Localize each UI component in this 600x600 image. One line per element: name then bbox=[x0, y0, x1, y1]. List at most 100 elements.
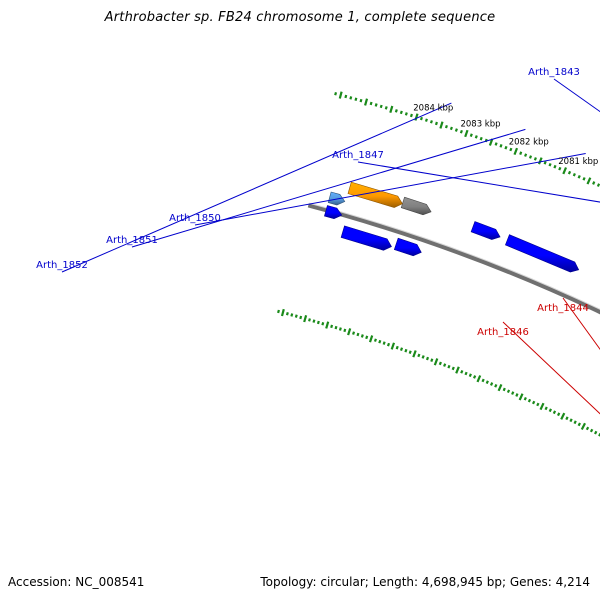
gene-labels[interactable]: Arth_1852 Arth_1851 Arth_1850 Arth_1847 Arth… bbox=[36, 67, 600, 507]
major-tick bbox=[455, 366, 460, 374]
minor-tick bbox=[394, 109, 398, 113]
gene-label[interactable]: Arth_1843 bbox=[528, 67, 580, 78]
gene-label[interactable]: Arth_1852 bbox=[36, 260, 88, 271]
major-tick bbox=[497, 383, 503, 392]
major-tick bbox=[560, 412, 566, 420]
minor-tick bbox=[543, 160, 547, 165]
minor-tick bbox=[499, 144, 503, 148]
gene-feature[interactable] bbox=[393, 237, 422, 257]
minor-tick bbox=[299, 315, 303, 320]
minor-tick bbox=[338, 327, 342, 331]
minor-tick bbox=[504, 145, 508, 150]
minor-tick bbox=[378, 339, 382, 344]
gene-label[interactable]: Arth_1851 bbox=[106, 235, 158, 246]
minor-tick bbox=[308, 318, 311, 322]
major-tick bbox=[464, 129, 469, 138]
minor-tick bbox=[594, 430, 598, 435]
minor-tick bbox=[519, 151, 523, 155]
major-tick bbox=[389, 105, 394, 114]
major-tick bbox=[476, 375, 482, 383]
gene-arth-1852[interactable] bbox=[400, 196, 432, 216]
gene-feature[interactable] bbox=[340, 225, 392, 251]
minor-tick bbox=[382, 341, 386, 345]
minor-tick bbox=[515, 393, 519, 397]
scale-label: 2081 kbp bbox=[558, 157, 598, 167]
minor-tick bbox=[290, 313, 294, 317]
minor-tick bbox=[312, 319, 316, 323]
scale-tick-labels: 2075 kbp2076 kbp2077 kbp2078 kbp2079 kbp… bbox=[413, 104, 598, 168]
minor-tick bbox=[417, 353, 421, 358]
minor-tick bbox=[572, 172, 576, 177]
minor-tick bbox=[577, 174, 581, 179]
minor-tick bbox=[459, 129, 463, 134]
major-tick bbox=[537, 157, 543, 165]
minor-tick bbox=[502, 387, 506, 392]
gene-label[interactable]: Arth_1847 bbox=[332, 150, 384, 161]
minor-tick bbox=[384, 106, 388, 110]
map-title: Arthrobacter sp. FB24 chromosome 1, comp… bbox=[104, 10, 496, 25]
major-tick bbox=[488, 138, 494, 146]
minor-tick bbox=[334, 92, 338, 96]
minor-tick bbox=[474, 135, 478, 139]
minor-tick bbox=[330, 324, 334, 329]
minor-tick bbox=[359, 98, 363, 103]
gene-label[interactable]: Arth_1850 bbox=[169, 213, 221, 224]
minor-tick bbox=[596, 183, 600, 187]
major-tick bbox=[513, 147, 519, 155]
gene-label[interactable]: Arth_1846 bbox=[477, 327, 529, 338]
minor-tick bbox=[527, 398, 532, 403]
major-tick bbox=[414, 113, 419, 121]
minor-tick bbox=[424, 118, 428, 122]
minor-tick bbox=[447, 364, 451, 369]
minor-tick bbox=[472, 375, 477, 379]
minor-tick bbox=[419, 116, 423, 121]
minor-tick bbox=[592, 181, 596, 185]
major-tick bbox=[539, 402, 545, 411]
minor-tick bbox=[589, 428, 594, 433]
minor-tick bbox=[485, 380, 489, 385]
minor-tick bbox=[523, 396, 527, 401]
minor-tick bbox=[532, 400, 536, 405]
minor-tick bbox=[425, 356, 430, 361]
minor-tick bbox=[430, 358, 434, 362]
minor-tick bbox=[352, 331, 356, 335]
minor-tick bbox=[585, 426, 590, 431]
label-leader-line bbox=[562, 297, 600, 351]
minor-tick bbox=[404, 348, 408, 353]
minor-tick bbox=[356, 332, 360, 337]
minor-tick bbox=[569, 418, 573, 423]
minor-tick bbox=[408, 350, 412, 354]
minor-tick bbox=[506, 389, 511, 394]
minor-tick bbox=[349, 96, 353, 100]
gene-label[interactable]: Arth_1844 bbox=[537, 303, 589, 314]
major-tick bbox=[412, 350, 417, 358]
minor-tick bbox=[577, 422, 581, 427]
gene-arth-1851[interactable] bbox=[470, 221, 501, 240]
gene-features[interactable] bbox=[324, 181, 600, 436]
minor-tick bbox=[468, 373, 472, 378]
minor-tick bbox=[511, 391, 515, 395]
inner-scale-ruler bbox=[277, 308, 600, 437]
scale-label: 2082 kbp bbox=[509, 137, 549, 147]
minor-tick bbox=[454, 128, 458, 132]
label-leader-line bbox=[131, 128, 526, 248]
minor-tick bbox=[360, 334, 364, 338]
minor-tick bbox=[379, 104, 383, 109]
minor-tick bbox=[421, 355, 425, 359]
chromosome-backbone bbox=[307, 202, 600, 315]
minor-tick bbox=[373, 338, 377, 342]
genome-summary-text: Topology: circular; Length: 4,698,945 bp… bbox=[260, 575, 590, 589]
gene-feature[interactable] bbox=[324, 205, 343, 220]
minor-tick bbox=[369, 101, 373, 106]
major-tick bbox=[364, 98, 369, 106]
scale-label: 2084 kbp bbox=[413, 104, 453, 114]
gene-arth-1850[interactable] bbox=[505, 234, 580, 273]
minor-tick bbox=[434, 121, 438, 126]
minor-tick bbox=[548, 408, 552, 413]
minor-tick bbox=[395, 345, 399, 350]
minor-tick bbox=[524, 153, 528, 157]
gene-feature[interactable] bbox=[347, 181, 403, 208]
minor-tick bbox=[277, 309, 280, 314]
minor-tick bbox=[294, 314, 298, 318]
